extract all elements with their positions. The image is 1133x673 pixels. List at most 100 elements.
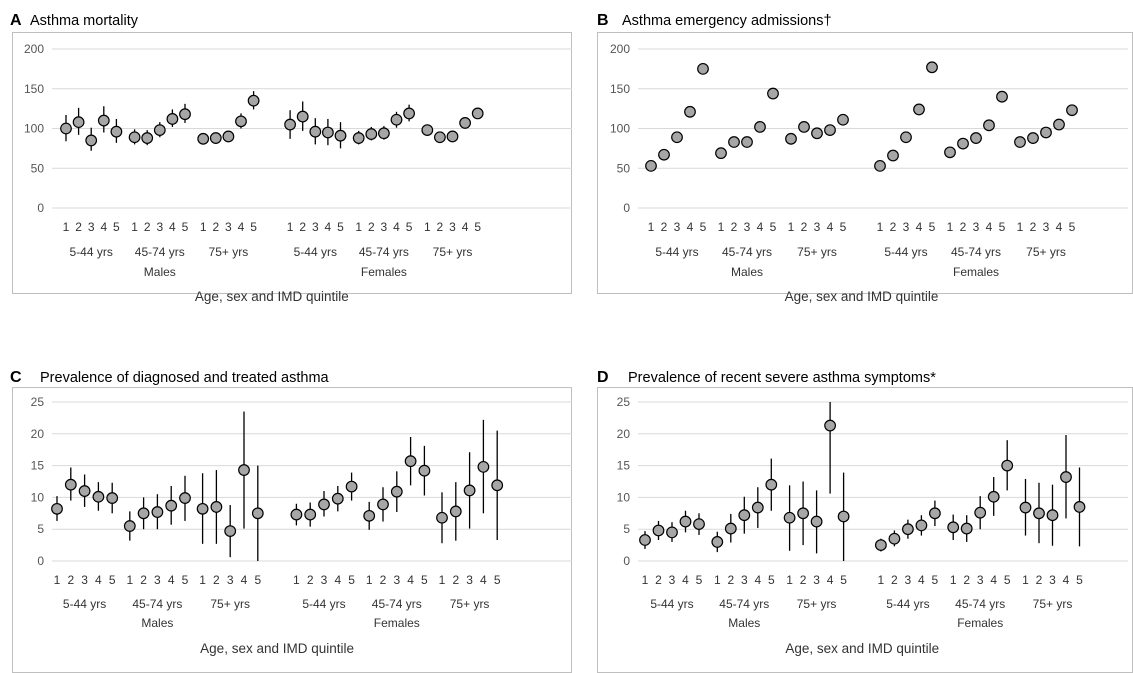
y-tick-label: 5 [623, 522, 630, 536]
data-point [304, 508, 317, 521]
x-category-label: 1 [287, 220, 294, 234]
age-group-label: 45-74 yrs [132, 597, 182, 611]
data-point [875, 539, 887, 551]
x-category-label: 2 [67, 573, 74, 587]
x-category-label: 3 [905, 573, 912, 587]
x-category-label: 1 [714, 573, 721, 587]
x-category-label: 1 [199, 573, 206, 587]
sex-label-females: Females [374, 616, 420, 630]
data-point [658, 148, 670, 161]
x-category-label: 5 [494, 573, 501, 587]
y-tick-label: 0 [623, 201, 630, 215]
data-point [798, 121, 810, 133]
data-point [404, 455, 417, 468]
data-point [1040, 126, 1052, 139]
data-point [179, 492, 191, 504]
y-tick-label: 0 [37, 554, 44, 568]
x-category-label: 1 [1017, 220, 1024, 234]
data-point [1001, 459, 1014, 472]
age-group-label: 5-44 yrs [884, 245, 927, 259]
sex-label-females: Females [957, 616, 1003, 630]
x-category-label: 5 [700, 220, 707, 234]
data-point [926, 61, 938, 74]
age-group-label: 75+ yrs [797, 597, 837, 611]
x-category-label: 5 [182, 573, 189, 587]
panel-letter: D [597, 369, 609, 386]
data-point [251, 507, 264, 520]
data-point [284, 118, 297, 131]
x-category-label: 3 [393, 573, 400, 587]
x-category-label: 4 [757, 220, 764, 234]
data-point [1027, 132, 1039, 144]
x-category-label: 3 [88, 220, 95, 234]
data-point [711, 536, 724, 548]
age-group-label: 5-44 yrs [294, 245, 337, 259]
x-category-label: 4 [238, 220, 245, 234]
x-category-label: 3 [449, 220, 456, 234]
x-category-label: 2 [212, 220, 219, 234]
data-point [345, 480, 358, 493]
x-category-label: 1 [950, 573, 957, 587]
x-category-label: 3 [81, 573, 88, 587]
x-category-label: 1 [54, 573, 61, 587]
data-point [724, 522, 737, 535]
x-category-label: 3 [154, 573, 161, 587]
age-group-label: 75+ yrs [450, 597, 490, 611]
x-category-label: 5 [250, 220, 257, 234]
x-category-label: 1 [877, 220, 884, 234]
data-point [679, 515, 692, 528]
x-category-label: 5 [1004, 573, 1011, 587]
x-category-label: 5 [840, 573, 847, 587]
x-category-label: 1 [718, 220, 725, 234]
x-category-label: 2 [299, 220, 306, 234]
data-point [209, 132, 222, 144]
x-category-label: 3 [156, 220, 163, 234]
data-point [741, 136, 753, 148]
x-category-label: 2 [213, 573, 220, 587]
data-point [974, 506, 987, 519]
x-category-label: 4 [827, 573, 834, 587]
data-point [72, 116, 85, 129]
data-point [1019, 501, 1032, 514]
x-category-label: 5 [406, 220, 413, 234]
y-tick-label: 150 [24, 82, 44, 96]
x-category-label: 1 [131, 220, 138, 234]
data-point [390, 113, 403, 126]
sex-label-females: Females [953, 265, 999, 279]
data-point [1014, 136, 1026, 148]
y-tick-label: 0 [623, 554, 630, 568]
x-category-label: 1 [63, 220, 70, 234]
x-category-label: 4 [687, 220, 694, 234]
data-point [290, 508, 303, 521]
data-point [197, 132, 210, 145]
data-point [900, 131, 912, 144]
data-point [153, 124, 166, 136]
data-point [915, 519, 928, 532]
data-point [166, 113, 179, 125]
age-group-label: 5-44 yrs [302, 597, 345, 611]
data-point [957, 137, 969, 150]
x-category-label: 2 [452, 573, 459, 587]
x-category-label: 4 [334, 573, 341, 587]
x-category-label: 4 [682, 573, 689, 587]
x-category-label: 3 [814, 220, 821, 234]
data-point [491, 479, 504, 492]
x-category-label: 1 [788, 220, 795, 234]
age-group-label: 75+ yrs [209, 245, 249, 259]
data-point [996, 90, 1008, 103]
x-category-label: 2 [437, 220, 444, 234]
data-point [365, 128, 378, 140]
data-point [693, 518, 705, 531]
x-category-label: 3 [1049, 573, 1056, 587]
data-point [652, 524, 665, 537]
data-point [797, 507, 809, 520]
x-category-label: 4 [95, 573, 102, 587]
data-point [106, 492, 119, 504]
x-category-label: 5 [113, 220, 120, 234]
